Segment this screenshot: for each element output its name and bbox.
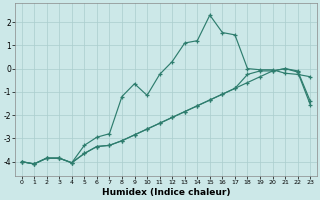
X-axis label: Humidex (Indice chaleur): Humidex (Indice chaleur) xyxy=(102,188,230,197)
